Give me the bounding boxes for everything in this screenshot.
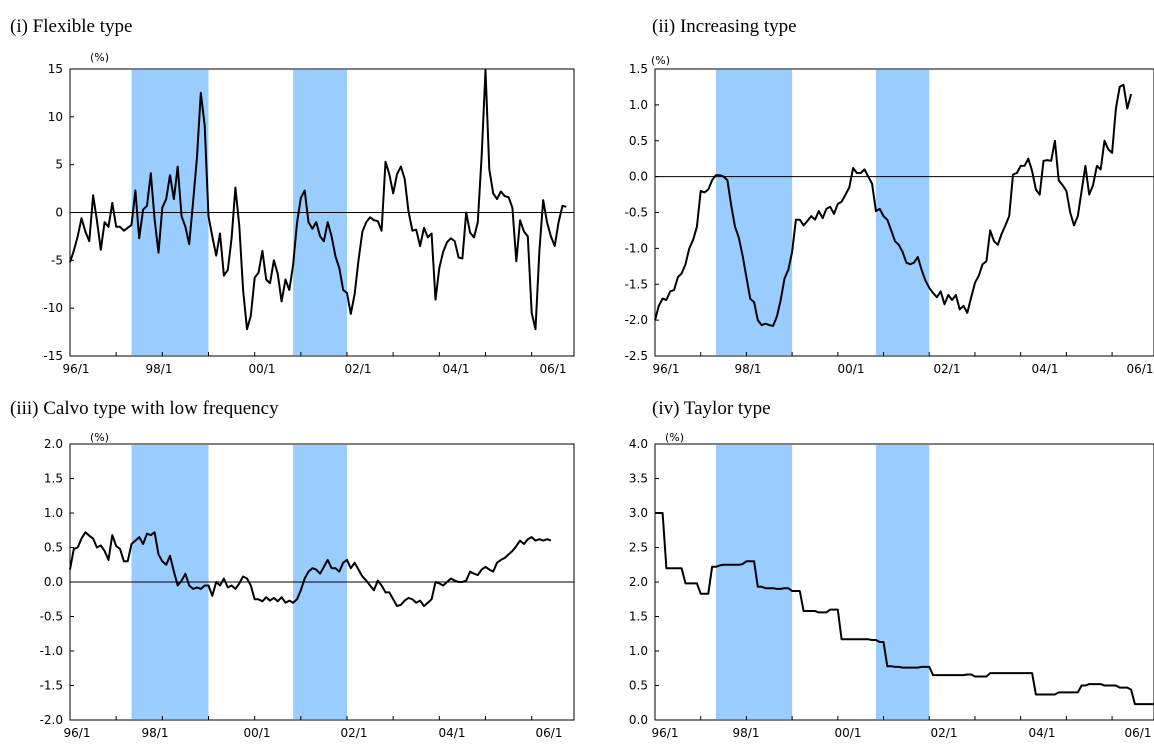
- y-tick-label: -2.0: [625, 313, 648, 327]
- x-tick-label: 98/1: [733, 726, 760, 740]
- y-tick-label: 0: [55, 206, 63, 220]
- series-line: [654, 83, 1133, 327]
- series-line: [655, 512, 1154, 706]
- y-tick-label: 1.0: [629, 98, 648, 112]
- y-tick-label: -10: [43, 301, 63, 315]
- y-tick-label: -0.5: [625, 206, 648, 220]
- y-tick-label: -1.0: [625, 241, 648, 255]
- y-tick-label: 3.0: [629, 506, 648, 520]
- x-tick-label: 04/1: [439, 726, 466, 740]
- x-tick-label: 04/1: [443, 362, 470, 376]
- unit-label: (%): [90, 51, 109, 64]
- y-tick-label: -2.0: [40, 713, 63, 727]
- y-tick-label: 5: [55, 158, 63, 172]
- x-tick-label: 00/1: [835, 726, 862, 740]
- y-tick-label: 1.0: [44, 506, 63, 520]
- y-tick-label: -1.5: [40, 679, 63, 693]
- shaded-period-1: [715, 445, 793, 719]
- y-tick-label: -15: [43, 349, 63, 363]
- y-tick-label: 4.0: [629, 437, 648, 451]
- y-tick-label: 1.0: [629, 644, 648, 658]
- shaded-period-2: [875, 445, 930, 719]
- y-tick-label: 0.0: [44, 575, 63, 589]
- y-tick-label: -1.0: [40, 644, 63, 658]
- y-tick-label: -1.5: [625, 277, 648, 291]
- y-tick-label: -2.5: [625, 349, 648, 363]
- x-tick-label: 96/1: [64, 726, 91, 740]
- x-tick-label: 98/1: [735, 362, 762, 376]
- chart-panel-3: 2.0 1.5 1.0 0.5 0.0 -0.5 -1.0 -1.5 -2.096/1 98/1 0…: [10, 398, 575, 740]
- unit-label: (%): [90, 431, 109, 444]
- x-tick-label: 06/1: [1125, 726, 1152, 740]
- x-tick-label: 02/1: [931, 726, 958, 740]
- y-tick-label: 1.5: [629, 610, 648, 624]
- shaded-period-1: [715, 70, 793, 355]
- chart-panel-4: 4.0 3.5 3.0 2.5 2.0 1.5 1.0 0.5 0.0 96/1 98/1 00/1 0…: [629, 398, 1154, 740]
- y-tick-label: 2.5: [629, 541, 648, 555]
- series-line: [69, 531, 552, 608]
- y-tick-label: 0.5: [629, 679, 648, 693]
- y-tick-label: 10: [48, 110, 63, 124]
- chart-title: (ii) Increasing type: [652, 16, 797, 37]
- y-tick-label: 15: [48, 62, 63, 76]
- x-tick-label: 96/1: [652, 726, 679, 740]
- x-tick-label: 00/1: [249, 362, 276, 376]
- x-tick-label: 02/1: [934, 362, 961, 376]
- x-tick-label: 98/1: [146, 362, 173, 376]
- chart-title: (iv) Taylor type: [652, 398, 771, 419]
- x-tick-label: 04/1: [1029, 726, 1056, 740]
- chart-title: (i) Flexible type: [10, 16, 132, 37]
- x-tick-label: 06/1: [540, 362, 567, 376]
- x-tick-label: 02/1: [345, 362, 372, 376]
- y-tick-label: 3.5: [629, 472, 648, 486]
- chart-title: (iii) Calvo type with low frequency: [10, 398, 279, 419]
- y-tick-label: 0.5: [629, 134, 648, 148]
- y-tick-label: 2.0: [44, 437, 63, 451]
- y-tick-label: -5: [51, 253, 63, 267]
- x-tick-label: 96/1: [653, 362, 680, 376]
- shaded-period-2: [875, 70, 930, 355]
- x-tick-label: 06/1: [536, 726, 563, 740]
- y-tick-label: -0.5: [40, 610, 63, 624]
- x-tick-label: 00/1: [838, 362, 865, 376]
- x-tick-label: 98/1: [142, 726, 169, 740]
- x-tick-label: 06/1: [1127, 362, 1154, 376]
- y-tick-label: 0.0: [629, 713, 648, 727]
- y-tick-label: 1.5: [629, 62, 648, 76]
- series-line: [69, 69, 567, 331]
- x-tick-label: 00/1: [244, 726, 271, 740]
- unit-label: (%): [665, 431, 684, 444]
- x-tick-label: 04/1: [1032, 362, 1059, 376]
- x-tick-label: 96/1: [63, 362, 90, 376]
- y-tick-label: 0.5: [44, 541, 63, 555]
- y-tick-label: 0.0: [629, 170, 648, 184]
- unit-label: (%): [651, 54, 670, 67]
- y-tick-label: 2.0: [629, 575, 648, 589]
- x-tick-label: 02/1: [341, 726, 368, 740]
- chart-panel-2: 1.5 1.0 0.5 0.0 -0.5 -1.0 -1.5 -2.0 -2.5 96/1 98/1…: [625, 16, 1154, 376]
- y-tick-label: 1.5: [44, 472, 63, 486]
